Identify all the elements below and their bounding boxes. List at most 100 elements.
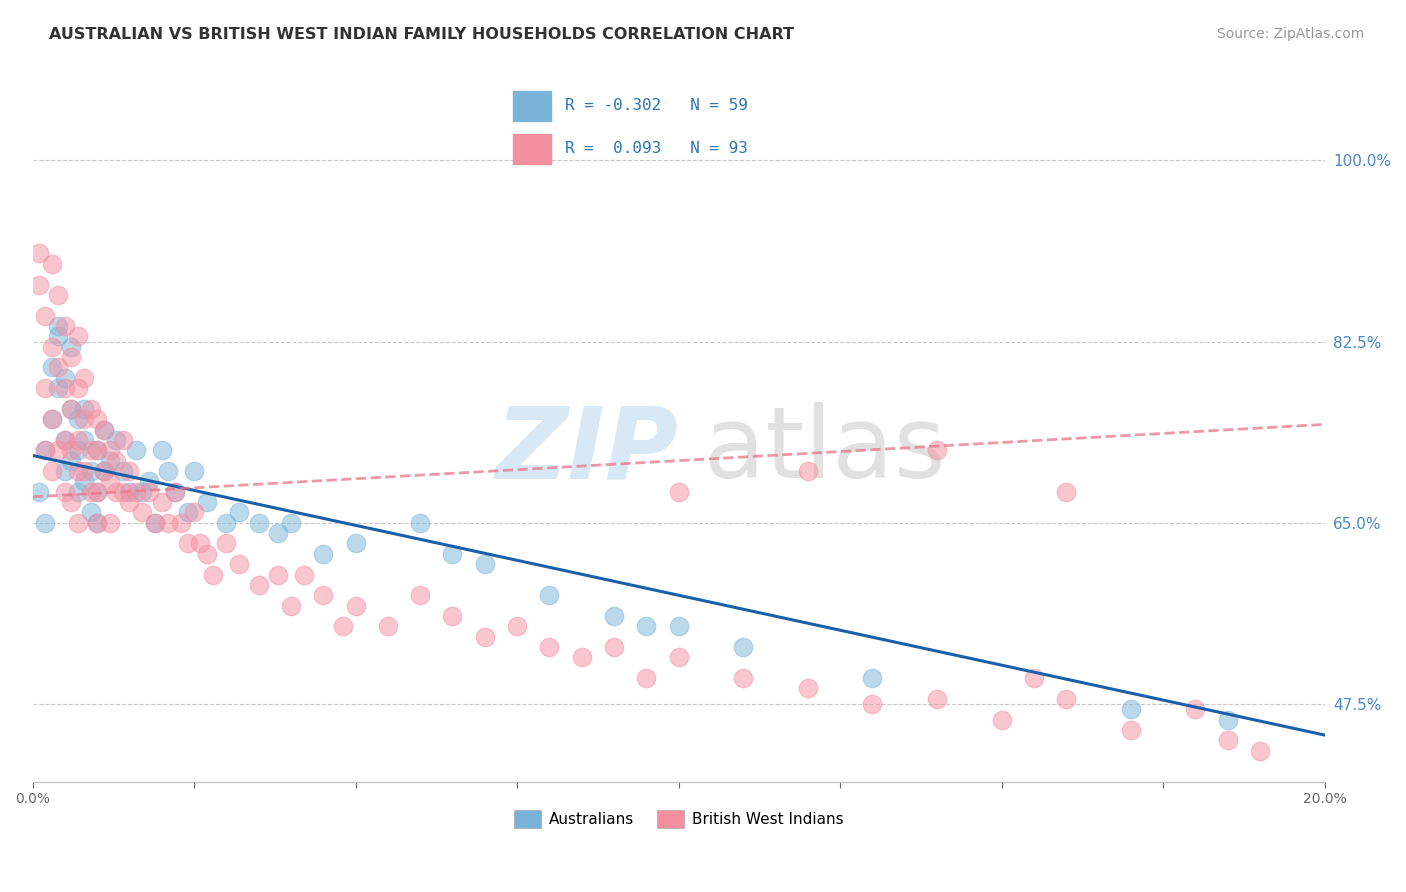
Point <box>228 557 250 571</box>
Point <box>86 412 108 426</box>
Point <box>60 401 83 416</box>
Legend: Australians, British West Indians: Australians, British West Indians <box>508 804 849 834</box>
Point <box>668 484 690 499</box>
Point <box>53 484 76 499</box>
Point <box>1119 723 1142 737</box>
Point <box>98 475 121 489</box>
Point <box>34 516 56 530</box>
Point <box>538 640 561 654</box>
Point <box>312 588 335 602</box>
Point <box>73 464 96 478</box>
Point <box>247 516 270 530</box>
Point <box>143 516 166 530</box>
Point <box>150 495 173 509</box>
Point <box>79 401 101 416</box>
Point <box>53 464 76 478</box>
Point <box>441 609 464 624</box>
Point <box>267 526 290 541</box>
Point <box>860 671 883 685</box>
Point <box>538 588 561 602</box>
Point <box>73 433 96 447</box>
Point <box>1216 713 1239 727</box>
Point <box>41 412 63 426</box>
Point <box>138 475 160 489</box>
Point <box>73 371 96 385</box>
Text: atlas: atlas <box>704 402 946 500</box>
Point <box>79 505 101 519</box>
Text: Source: ZipAtlas.com: Source: ZipAtlas.com <box>1216 27 1364 41</box>
Point <box>111 433 134 447</box>
Point <box>53 433 76 447</box>
Point <box>143 516 166 530</box>
Bar <box>513 91 551 120</box>
Point <box>157 516 180 530</box>
Point <box>66 433 89 447</box>
Point <box>28 246 51 260</box>
Point <box>118 495 141 509</box>
Point <box>150 443 173 458</box>
Point <box>163 484 186 499</box>
Point <box>131 484 153 499</box>
Point <box>28 484 51 499</box>
Point <box>292 567 315 582</box>
Point <box>668 619 690 633</box>
Point <box>46 381 69 395</box>
Point <box>474 557 496 571</box>
Text: R =  0.093   N = 93: R = 0.093 N = 93 <box>565 141 748 156</box>
Point <box>98 516 121 530</box>
Point <box>409 516 432 530</box>
Point <box>66 329 89 343</box>
Point <box>1119 702 1142 716</box>
Point <box>41 360 63 375</box>
Point <box>344 599 367 613</box>
Point <box>377 619 399 633</box>
Point <box>60 340 83 354</box>
Point <box>60 350 83 364</box>
Point <box>312 547 335 561</box>
Point <box>247 578 270 592</box>
Point <box>1054 691 1077 706</box>
Point <box>441 547 464 561</box>
Point <box>344 536 367 550</box>
Point <box>66 464 89 478</box>
Point <box>267 567 290 582</box>
Point <box>98 453 121 467</box>
Point <box>34 443 56 458</box>
Point <box>1022 671 1045 685</box>
Point <box>60 401 83 416</box>
Point <box>86 516 108 530</box>
Point <box>215 516 238 530</box>
Point <box>1249 743 1271 757</box>
Point <box>195 547 218 561</box>
Point <box>46 360 69 375</box>
Text: R = -0.302   N = 59: R = -0.302 N = 59 <box>565 98 748 113</box>
Point <box>60 453 83 467</box>
Point <box>603 609 626 624</box>
Point <box>105 484 128 499</box>
Point <box>228 505 250 519</box>
Point <box>46 318 69 333</box>
Point <box>215 536 238 550</box>
Point <box>332 619 354 633</box>
Point <box>34 381 56 395</box>
Point <box>66 484 89 499</box>
Point <box>86 443 108 458</box>
Point <box>60 495 83 509</box>
Text: AUSTRALIAN VS BRITISH WEST INDIAN FAMILY HOUSEHOLDS CORRELATION CHART: AUSTRALIAN VS BRITISH WEST INDIAN FAMILY… <box>49 27 794 42</box>
Point <box>41 340 63 354</box>
Point <box>131 505 153 519</box>
Point <box>138 484 160 499</box>
Point <box>183 464 205 478</box>
Point <box>125 443 148 458</box>
Point <box>925 443 948 458</box>
Point <box>1054 484 1077 499</box>
Point <box>733 671 755 685</box>
Point <box>93 423 115 437</box>
Point <box>79 443 101 458</box>
Point <box>797 464 820 478</box>
Point <box>53 371 76 385</box>
Point <box>93 464 115 478</box>
Point <box>636 619 658 633</box>
Point <box>73 401 96 416</box>
Point <box>860 697 883 711</box>
